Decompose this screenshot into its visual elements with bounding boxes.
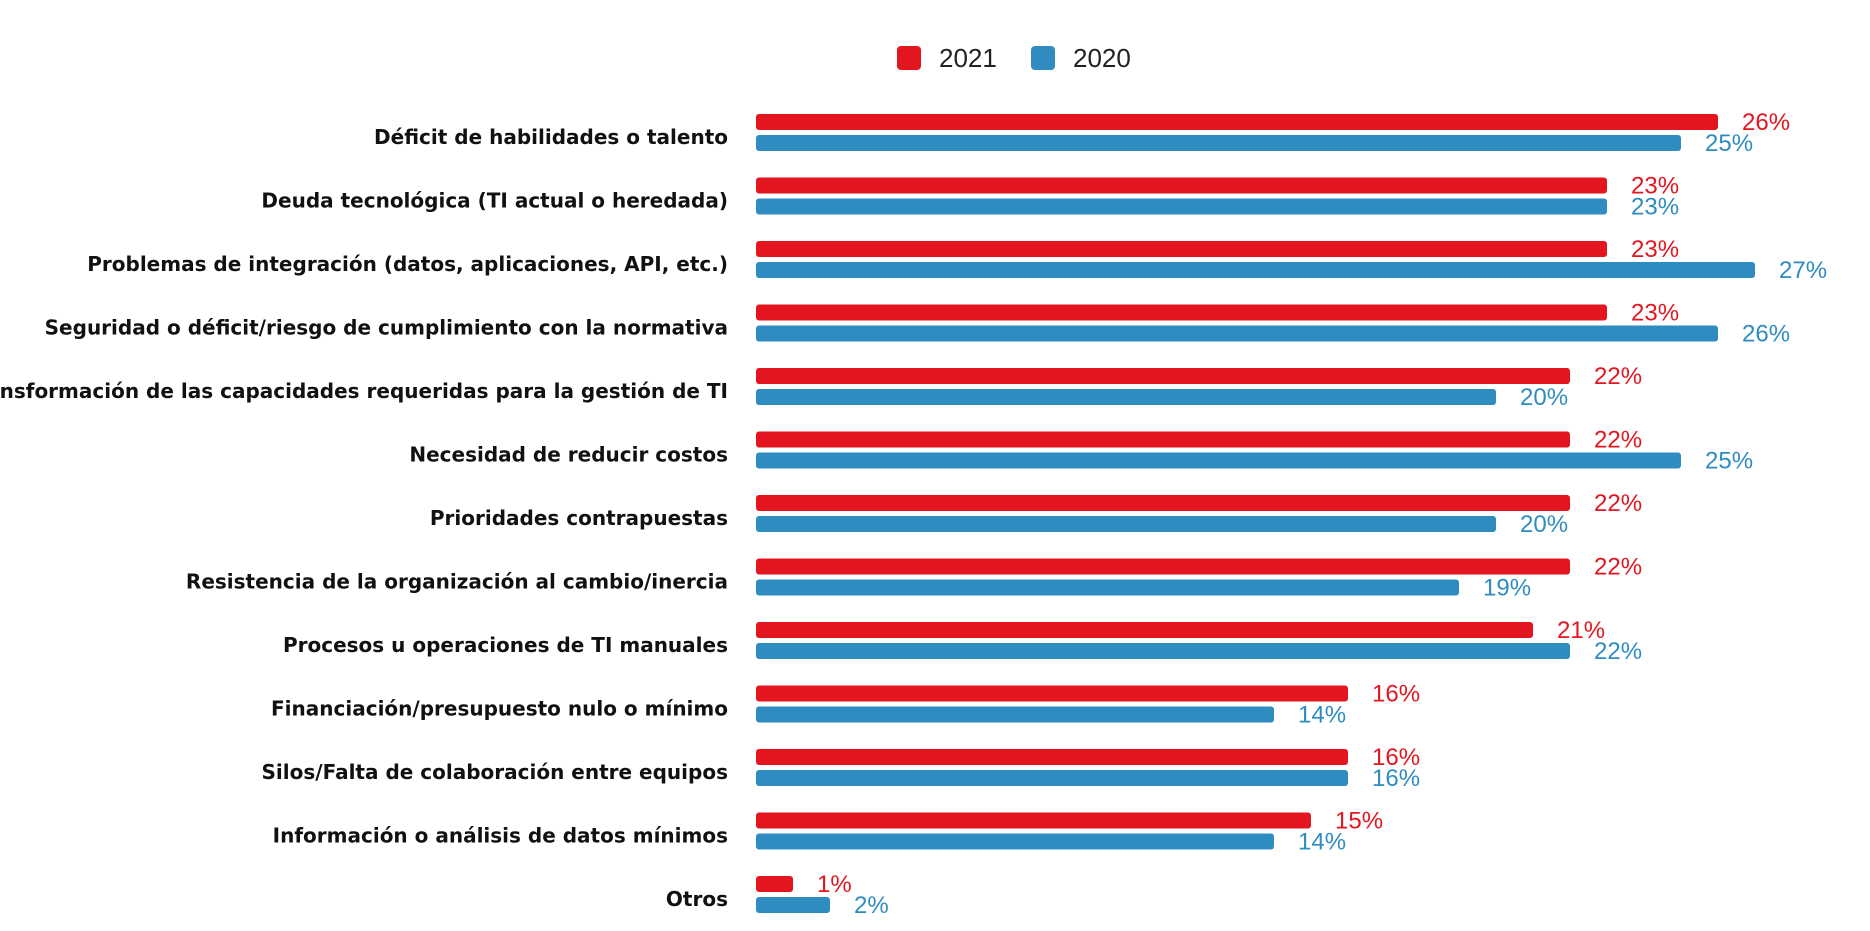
value-label-2021: 23% <box>1631 173 1679 200</box>
legend-label-2021: 2021 <box>939 43 997 73</box>
bar-2020 <box>756 770 1348 786</box>
bar-2021 <box>756 114 1718 130</box>
value-label-2021: 26% <box>1742 109 1790 136</box>
value-label-2020: 20% <box>1520 511 1568 538</box>
value-label-2021: 23% <box>1631 300 1679 327</box>
value-label-2020: 19% <box>1483 575 1531 602</box>
value-label-2020: 16% <box>1372 765 1420 792</box>
category-label: Necesidad de reducir costos <box>409 443 728 467</box>
bar-2020 <box>756 516 1496 532</box>
bar-2020 <box>756 706 1274 723</box>
value-label-2020: 27% <box>1779 257 1827 284</box>
value-label-2021: 15% <box>1335 808 1383 835</box>
bar-2021 <box>756 241 1607 257</box>
category-label: Silos/Falta de colaboración entre equipo… <box>262 760 728 784</box>
bar-2020 <box>756 262 1755 278</box>
value-label-2021: 22% <box>1594 427 1642 454</box>
bar-2020 <box>756 833 1274 850</box>
bar-2021 <box>756 431 1570 448</box>
category-label: Procesos u operaciones de TI manuales <box>283 633 728 657</box>
bar-2020 <box>756 135 1681 151</box>
value-label-2021: 22% <box>1594 363 1642 390</box>
value-label-2021: 21% <box>1557 617 1605 644</box>
value-label-2020: 25% <box>1705 130 1753 157</box>
value-label-2020: 2% <box>854 892 889 919</box>
value-label-2020: 25% <box>1705 448 1753 475</box>
legend-label-2020: 2020 <box>1073 43 1131 73</box>
legend-swatch-2020 <box>1031 46 1055 70</box>
category-label: Resistencia de la organización al cambio… <box>186 570 728 594</box>
value-label-2021: 22% <box>1594 554 1642 581</box>
value-label-2021: 16% <box>1372 744 1420 771</box>
value-label-2020: 20% <box>1520 384 1568 411</box>
bar-2021 <box>756 812 1311 829</box>
bar-2020 <box>756 325 1718 342</box>
bar-2020 <box>756 452 1681 469</box>
value-label-2020: 22% <box>1594 638 1642 665</box>
value-label-2020: 23% <box>1631 194 1679 221</box>
bar-2020 <box>756 579 1459 596</box>
bar-2021 <box>756 685 1348 702</box>
bar-2020 <box>756 643 1570 659</box>
category-label: Transformación de las capacidades requer… <box>0 379 728 403</box>
bar-2021 <box>756 749 1348 765</box>
category-label: Seguridad o déficit/riesgo de cumplimien… <box>45 316 728 340</box>
value-label-2021: 22% <box>1594 490 1642 517</box>
category-label: Financiación/presupuesto nulo o mínimo <box>271 697 728 721</box>
value-label-2020: 14% <box>1298 702 1346 729</box>
category-label: Otros <box>666 887 728 911</box>
category-label: Deuda tecnológica (TI actual o heredada) <box>261 189 728 213</box>
bar-2021 <box>756 304 1607 321</box>
category-label: Déficit de habilidades o talento <box>374 125 728 149</box>
value-label-2021: 1% <box>817 871 852 898</box>
bar-2020 <box>756 198 1607 215</box>
value-label-2020: 26% <box>1742 321 1790 348</box>
bar-2021 <box>756 495 1570 511</box>
category-label: Problemas de integración (datos, aplicac… <box>87 252 728 276</box>
bar-2020 <box>756 389 1496 405</box>
chart-bars <box>756 114 1755 913</box>
bar-2020 <box>756 897 830 913</box>
bar-2021 <box>756 177 1607 194</box>
bar-2021 <box>756 622 1533 638</box>
category-labels: Déficit de habilidades o talento Deuda te… <box>0 125 728 911</box>
bar-2021 <box>756 876 793 892</box>
value-label-2020: 14% <box>1298 829 1346 856</box>
legend-swatch-2021 <box>897 46 921 70</box>
bar-2021 <box>756 368 1570 384</box>
category-label: Prioridades contrapuestas <box>430 506 728 530</box>
value-label-2021: 23% <box>1631 236 1679 263</box>
bar-2021 <box>756 558 1570 575</box>
chart-legend: 2021 2020 <box>897 43 1131 73</box>
category-label: Información o análisis de datos mínimos <box>273 824 728 848</box>
value-labels: 26%25%23%23%23%27%23%26%22%20%22%25%22%2… <box>816 108 1829 921</box>
value-label-2021: 16% <box>1372 681 1420 708</box>
